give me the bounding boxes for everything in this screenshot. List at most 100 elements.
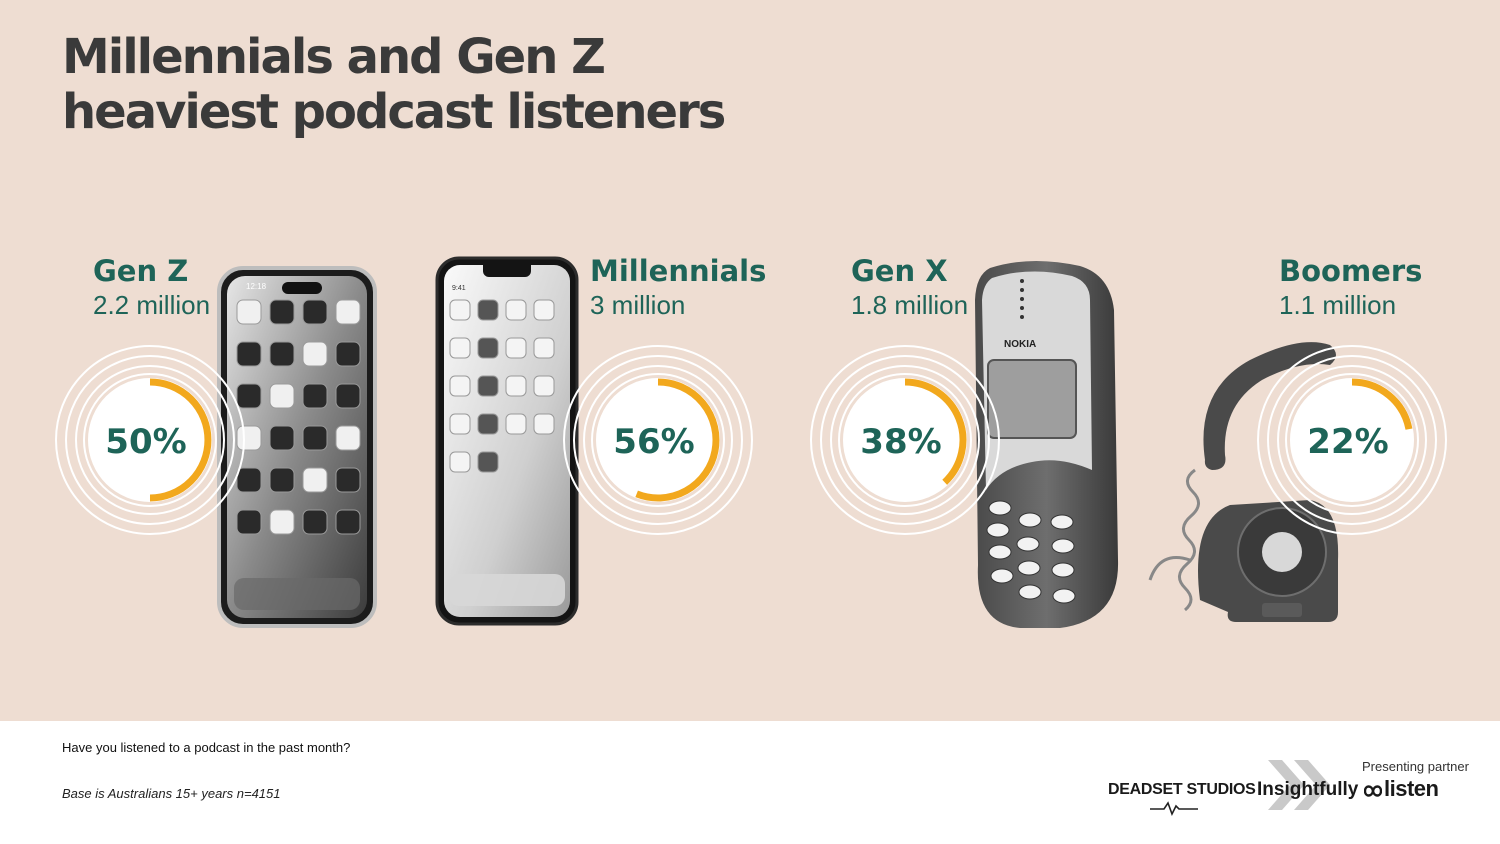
app-icon [302, 509, 328, 535]
decorative-ring [1257, 345, 1447, 535]
keypad [986, 500, 1076, 604]
donut-value-label: 22% [1307, 422, 1388, 462]
donut-2: 56% [563, 345, 753, 535]
app-icon [477, 337, 499, 359]
app-icon [269, 467, 295, 493]
decorative-ring [591, 373, 725, 507]
app-icon [302, 383, 328, 409]
decorative-ring [1277, 365, 1427, 515]
app-icon [449, 337, 471, 359]
app-icon [335, 341, 361, 367]
abc-listen-logo: listen [1384, 776, 1439, 801]
keypad-key [990, 568, 1014, 584]
presenting-partner-label: Presenting partner [1362, 759, 1469, 774]
keypad-key [1018, 512, 1042, 528]
donut-value-label: 50% [105, 422, 186, 462]
donut-center [1290, 378, 1414, 502]
population-genz: 2.2 million [93, 290, 211, 320]
donut-arc-boomers [1351, 378, 1413, 430]
label-genz: Gen Z [93, 254, 189, 288]
app-icon [477, 451, 499, 473]
donut-value-label: 56% [613, 422, 694, 462]
page-title: Millennials and Gen Z heaviest podcast l… [62, 29, 726, 140]
decorative-ring [1267, 355, 1437, 525]
donut-4: 22% [1257, 345, 1447, 535]
donut-center [843, 378, 967, 502]
app-icon [533, 375, 555, 397]
donut-rings: 50% 56% 38% 22% [55, 345, 1447, 535]
decorative-ring [65, 355, 235, 525]
abc-listen-mark-icon [1364, 785, 1382, 797]
keypad-key [988, 544, 1012, 560]
app-icon [269, 425, 295, 451]
label-genx: Gen X [851, 254, 948, 288]
survey-question: Have you listened to a podcast in the pa… [62, 740, 351, 755]
app-icon-grid [449, 299, 555, 473]
app-icon [236, 341, 262, 367]
donut-arc-gen-z [149, 378, 212, 502]
app-icon [449, 451, 471, 473]
app-icon [236, 299, 262, 325]
keypad-key [1050, 514, 1074, 530]
phone-time-2: 9:41 [452, 285, 466, 292]
decorative-ring [563, 345, 753, 535]
donut-arc-millennials [635, 378, 720, 502]
app-icon [533, 337, 555, 359]
donut-1: 50% [55, 345, 245, 535]
app-icon [477, 413, 499, 435]
app-icon [236, 467, 262, 493]
app-icon [335, 383, 361, 409]
app-icon [236, 425, 262, 451]
app-icon [335, 425, 361, 451]
population-millennials: 3 million [590, 290, 686, 320]
decorative-ring [573, 355, 743, 525]
donut-arc-gen-x [904, 378, 967, 485]
app-icon [449, 299, 471, 321]
title-line-1: Millennials and Gen Z [62, 29, 606, 85]
donut-value-label: 38% [860, 422, 941, 462]
decorative-ring [830, 365, 980, 515]
keypad-key [1018, 584, 1042, 600]
decorative-ring [838, 373, 972, 507]
label-boomers: Boomers [1279, 254, 1423, 288]
decorative-ring [55, 345, 245, 535]
app-icon [477, 375, 499, 397]
population-boomers: 1.1 million [1279, 290, 1397, 320]
decorative-ring [75, 365, 225, 515]
app-icon [505, 299, 527, 321]
app-icon [505, 375, 527, 397]
app-icon [533, 413, 555, 435]
population-genx: 1.8 million [851, 290, 969, 320]
app-icon [449, 413, 471, 435]
app-icon [335, 509, 361, 535]
app-icon [477, 299, 499, 321]
keypad-key [1017, 560, 1041, 576]
iphone-millennials-illustration: 9:41 [435, 256, 579, 626]
nokia-phone-illustration: NOKIA [975, 260, 1119, 628]
app-icon [236, 383, 262, 409]
rotary-phone-illustration [1148, 342, 1339, 622]
decorative-ring [820, 355, 990, 525]
app-icon [449, 375, 471, 397]
app-icon [302, 425, 328, 451]
app-icon [269, 383, 295, 409]
app-icon [335, 299, 361, 325]
keypad-key [1052, 588, 1076, 604]
deadset-waveform-icon [1150, 801, 1198, 816]
app-icon [302, 467, 328, 493]
keypad-key [1016, 536, 1040, 552]
label-millennials: Millennials [590, 254, 767, 288]
decorative-ring [83, 373, 217, 507]
deadset-studios-logo: DEADSET STUDIOS [1108, 781, 1256, 798]
chart-canvas: 12:18 9:41 NOKIA [55, 256, 1447, 628]
app-icon [302, 299, 328, 325]
app-icon [533, 299, 555, 321]
insightfully-logo: Insightfully [1257, 779, 1359, 800]
iphone-genz-illustration: 12:18 [217, 266, 377, 628]
app-icon [269, 299, 295, 325]
insightfully-chevrons-icon [1268, 760, 1330, 810]
app-icon [335, 467, 361, 493]
app-icon [505, 337, 527, 359]
decorative-ring [583, 365, 733, 515]
